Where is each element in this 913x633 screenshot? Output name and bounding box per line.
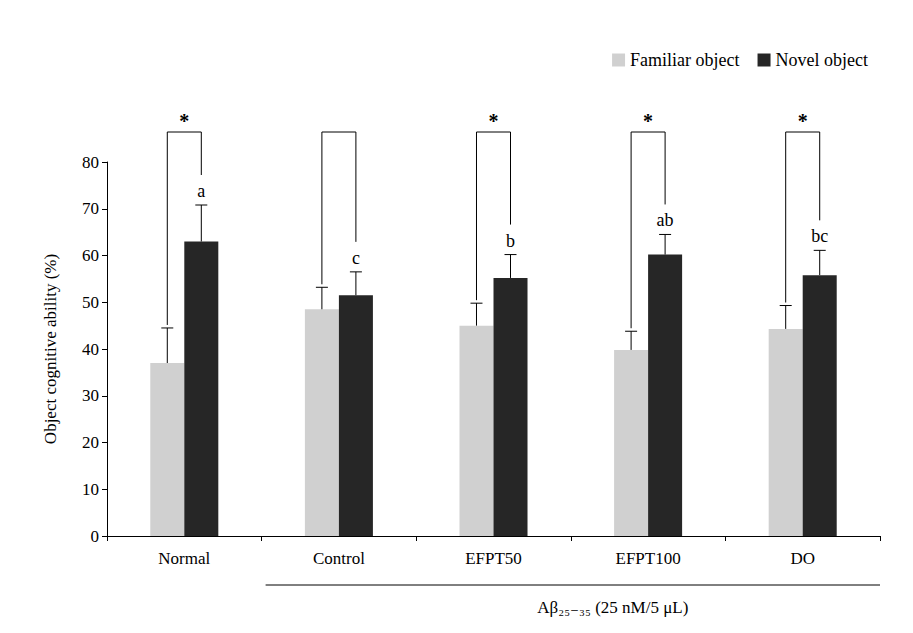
svg-text:DO: DO (790, 549, 815, 568)
svg-text:80: 80 (82, 153, 99, 172)
svg-text:EFPT50: EFPT50 (465, 549, 522, 568)
svg-text:ab: ab (657, 210, 674, 230)
svg-text:50: 50 (82, 293, 99, 312)
svg-text:*: * (643, 110, 653, 132)
svg-text:bc: bc (811, 226, 828, 246)
svg-text:30: 30 (82, 386, 99, 405)
svg-text:60: 60 (82, 246, 99, 265)
svg-text:10: 10 (82, 480, 99, 499)
svg-text:70: 70 (82, 199, 99, 218)
svg-text:a: a (197, 181, 205, 201)
svg-text:0: 0 (91, 527, 100, 546)
svg-text:Familiar object: Familiar object (630, 50, 739, 70)
svg-text:c: c (352, 248, 360, 268)
svg-text:20: 20 (82, 433, 99, 452)
svg-text:*: * (179, 110, 189, 132)
svg-text:b: b (506, 231, 515, 251)
svg-text:*: * (798, 110, 808, 132)
svg-text:Object cognitive ability (%): Object cognitive ability (%) (41, 254, 60, 444)
svg-text:40: 40 (82, 340, 99, 359)
svg-text:*: * (489, 110, 499, 132)
svg-text:Control: Control (313, 549, 365, 568)
svg-text:Normal: Normal (158, 549, 210, 568)
svg-text:EFPT100: EFPT100 (616, 549, 681, 568)
svg-text:Aβ₂₅₋₃₅ (25 nM/5 μL): Aβ₂₅₋₃₅ (25 nM/5 μL) (537, 598, 688, 617)
svg-text:Novel object: Novel object (776, 50, 868, 70)
